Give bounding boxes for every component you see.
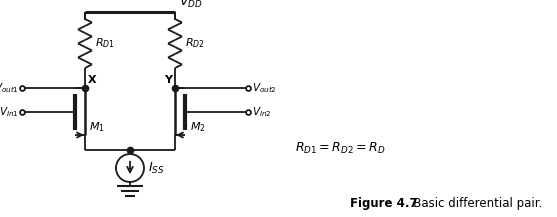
Text: $M_2$: $M_2$ <box>190 120 206 134</box>
Text: $V_{In1}$: $V_{In1}$ <box>0 105 19 119</box>
Text: Y: Y <box>164 75 172 85</box>
Text: Basic differential pair.: Basic differential pair. <box>402 197 543 210</box>
Text: $I_{SS}$: $I_{SS}$ <box>148 160 164 176</box>
Text: $R_{D1}$: $R_{D1}$ <box>95 37 115 50</box>
Text: Figure 4.7: Figure 4.7 <box>350 197 418 210</box>
Text: $V_{out1}$: $V_{out1}$ <box>0 81 19 95</box>
Text: $M_1$: $M_1$ <box>89 120 105 134</box>
Text: $R_{D1} = R_{D2} = R_D$: $R_{D1} = R_{D2} = R_D$ <box>295 140 385 156</box>
Text: $V_{In2}$: $V_{In2}$ <box>252 105 272 119</box>
Text: $R_{D2}$: $R_{D2}$ <box>185 37 205 50</box>
Text: X: X <box>88 75 96 85</box>
Text: $V_{DD}$: $V_{DD}$ <box>179 0 203 10</box>
Text: $V_{out2}$: $V_{out2}$ <box>252 81 277 95</box>
